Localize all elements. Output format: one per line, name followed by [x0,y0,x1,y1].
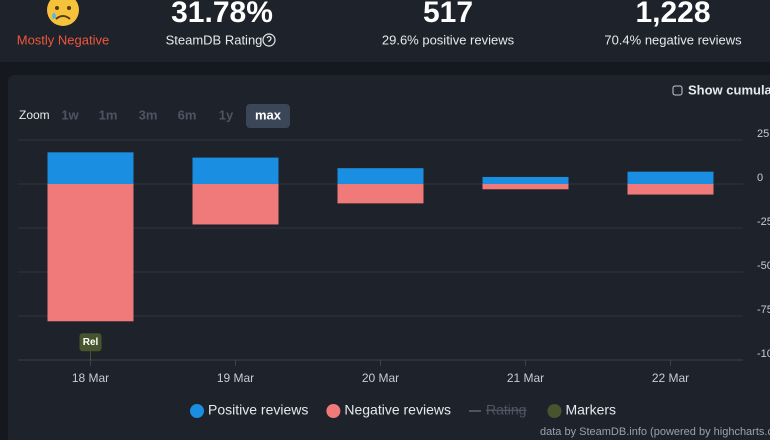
bar [337,168,424,184]
annotation-box [79,333,102,352]
annotation: Rel [83,337,99,348]
bar [627,171,714,184]
help-icon[interactable] [262,33,276,47]
zoom-option[interactable]: 1m [99,107,118,122]
y-tick-label: 25 [757,128,769,140]
stats-bar [0,0,770,62]
x-tick-label: 22 Mar [652,371,689,385]
credit[interactable]: data by SteamDB.info (powered by highcha… [540,426,770,438]
legend-swatch[interactable] [547,404,562,418]
bar [337,184,424,204]
y-tick-label: -50 [757,260,770,272]
negative-count: 1,228 [635,0,710,29]
y-tick-label: -75 [757,304,770,316]
bar [482,176,569,184]
legend-swatch[interactable] [190,404,204,418]
negative-label: 70.4% negative reviews [604,32,742,47]
y-tick-label: -100 [757,348,770,360]
zoom-option[interactable]: 3m [139,107,158,122]
rating-label: SteamDB Rating [166,32,263,47]
bar [627,184,714,195]
legend-item[interactable]: Positive reviews [208,402,308,418]
rating-value: 31.78% [171,0,273,29]
bar [482,184,569,190]
legend-swatch[interactable] [326,404,341,418]
legend-item[interactable]: Rating [486,402,526,418]
zoom-option[interactable]: max [255,107,282,122]
zoom-option[interactable]: 1w [61,107,79,122]
bar [192,184,279,225]
positive-count: 517 [423,0,473,29]
cumulative-toggle[interactable]: Show cumulative [688,82,770,97]
y-tick-label: -25 [757,216,770,228]
sentiment: Mostly Negative [17,32,109,47]
zoom-option[interactable]: 6m [178,107,197,122]
legend-item[interactable]: Negative reviews [344,402,451,418]
x-tick-label: 19 Mar [217,371,254,385]
sad-emoji [47,0,79,26]
zoom-active-bg[interactable] [246,104,290,128]
cumulative-checkbox[interactable] [672,85,683,96]
zoom-label: Zoom [19,108,50,122]
x-tick-label: 21 Mar [507,371,544,385]
x-tick-label: 18 Mar [72,371,109,385]
bar [47,152,134,184]
bar [47,184,134,322]
x-tick-label: 20 Mar [362,371,399,385]
y-tick-label: 0 [757,172,763,184]
bar [192,157,279,184]
zoom-option[interactable]: 1y [219,107,234,122]
legend-item[interactable]: Markers [565,402,616,418]
positive-label: 29.6% positive reviews [382,32,515,47]
